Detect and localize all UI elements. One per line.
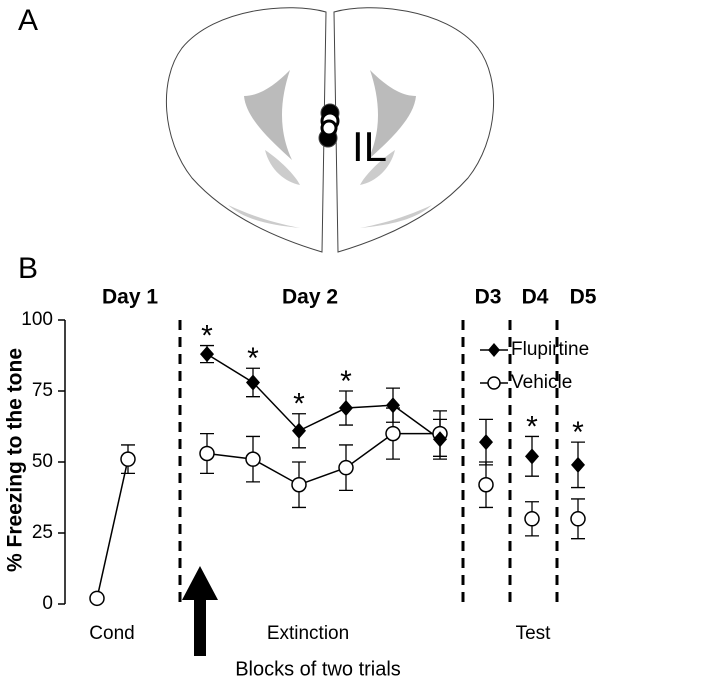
- marker: [89, 590, 105, 607]
- marker: [478, 476, 494, 493]
- marker: [245, 451, 261, 467]
- group-label: Cond: [89, 623, 134, 644]
- day-label: D3: [475, 286, 502, 309]
- marker: [338, 459, 354, 476]
- day-label: Day 2: [282, 286, 338, 309]
- group-label: Test: [516, 623, 552, 644]
- marker: [524, 511, 540, 527]
- legend-marker: [488, 343, 500, 357]
- significance-mark: *: [340, 365, 352, 398]
- region-label: IL: [352, 123, 387, 170]
- legend-label: Flupirtine: [511, 339, 589, 360]
- group-label: Extinction: [267, 623, 349, 644]
- significance-mark: *: [247, 342, 259, 375]
- significance-mark: *: [293, 388, 305, 421]
- marker: [571, 456, 585, 473]
- legend-marker: [487, 376, 501, 390]
- y-tick-label: 0: [42, 593, 53, 614]
- legend-label: Vehicle: [511, 372, 572, 393]
- marker: [200, 346, 214, 363]
- marker: [291, 476, 307, 493]
- marker: [292, 422, 306, 439]
- series-line: [206, 432, 440, 486]
- marker: [570, 511, 586, 527]
- panel-label: B: [18, 252, 38, 285]
- marker: [479, 434, 493, 451]
- significance-mark: *: [572, 416, 584, 449]
- marker: [246, 374, 260, 391]
- series-line: [206, 353, 441, 440]
- y-tick-label: 50: [32, 451, 53, 472]
- marker: [525, 448, 539, 465]
- y-tick-label: 75: [32, 380, 53, 401]
- day-label: D5: [570, 286, 597, 309]
- y-tick-label: 100: [21, 309, 53, 330]
- marker: [386, 397, 400, 414]
- x-axis-title: Blocks of two trials: [235, 658, 401, 680]
- marker: [120, 451, 136, 467]
- day-label: D4: [522, 286, 549, 309]
- y-axis-title: % Freezing to the tone: [4, 348, 27, 572]
- series-line: [96, 458, 129, 599]
- marker: [433, 431, 447, 448]
- brain-diagram: [165, 7, 495, 253]
- marker: [199, 445, 215, 462]
- treatment-arrow: [182, 566, 218, 656]
- panel-label: A: [18, 4, 38, 37]
- significance-mark: *: [526, 410, 538, 443]
- marker: [385, 425, 401, 442]
- marker: [339, 400, 353, 417]
- significance-mark: *: [201, 319, 213, 352]
- day-label: Day 1: [102, 286, 158, 309]
- y-tick-label: 25: [32, 522, 53, 543]
